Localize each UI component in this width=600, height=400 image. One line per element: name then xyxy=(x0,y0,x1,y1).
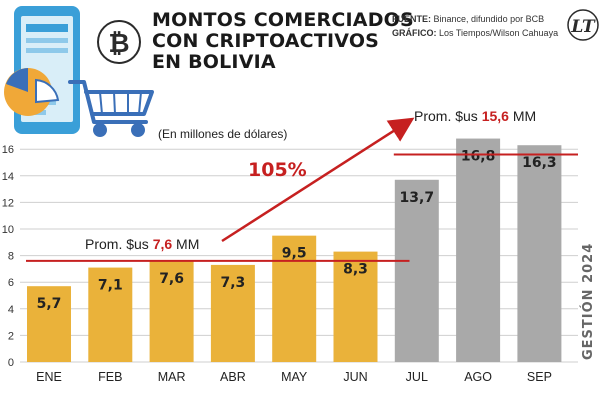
shopping-cart-icon xyxy=(68,80,154,137)
bar-abr xyxy=(210,264,255,362)
graphic-label: GRÁFICO: xyxy=(392,28,437,38)
data-label: 16,3 xyxy=(522,155,557,171)
y-tick-label: 10 xyxy=(2,224,14,236)
bar-jun xyxy=(333,251,378,362)
x-tick-label: AGO xyxy=(464,370,492,384)
bar-sep xyxy=(517,145,562,362)
svg-text:₿: ₿ xyxy=(108,29,129,59)
source-credit: FUENTE: Binance, difundido por BCB GRÁFI… xyxy=(392,12,558,40)
data-label: 13,7 xyxy=(400,190,435,206)
average-label: Prom. $us 7,6 MM xyxy=(85,236,199,252)
title-line-1: MONTOS COMERCIADOS xyxy=(152,9,414,31)
x-tick-label: ENE xyxy=(36,370,62,384)
newspaper-logo: LT xyxy=(567,9,599,41)
y-tick-label: 8 xyxy=(8,251,14,263)
data-label: 7,3 xyxy=(220,275,245,291)
y-tick-label: 12 xyxy=(2,197,14,209)
data-label: 5,7 xyxy=(37,296,62,312)
bar-may xyxy=(272,235,317,362)
x-tick-label: MAY xyxy=(281,370,308,384)
y-tick-label: 0 xyxy=(8,357,14,369)
source-value: Binance, difundido por BCB xyxy=(433,14,545,24)
pie-chart-icon xyxy=(4,68,60,116)
bar-ago xyxy=(456,138,501,362)
average-label: Prom. $us 15,6 MM xyxy=(414,108,536,124)
x-tick-label: FEB xyxy=(98,370,122,384)
data-label: 8,3 xyxy=(343,262,368,278)
y-tick-label: 4 xyxy=(8,304,14,316)
x-tick-label: MAR xyxy=(158,370,186,384)
y-tick-label: 6 xyxy=(8,277,14,289)
bar-jul xyxy=(394,179,439,362)
graphic-value: Los Tiempos/Wilson Cahuaya xyxy=(439,28,559,38)
title-line-3: EN BOLIVIA xyxy=(152,51,276,73)
title-line-2: CON CRIPTOACTIVOS xyxy=(152,30,380,52)
bar-ene xyxy=(27,286,71,362)
y-axis-unit-label: (En millones de dólares) xyxy=(158,127,287,141)
y-tick-label: 2 xyxy=(8,330,14,342)
growth-percentage: 105% xyxy=(248,159,307,181)
y-tick-label: 14 xyxy=(2,171,14,183)
bitcoin-icon: ₿ xyxy=(97,20,141,64)
data-label: 9,5 xyxy=(282,246,307,262)
x-tick-label: ABR xyxy=(220,370,246,384)
x-tick-label: JUL xyxy=(406,370,428,384)
y-tick-label: 16 xyxy=(2,144,14,156)
data-label: 16,8 xyxy=(461,149,496,165)
svg-text:LT: LT xyxy=(570,17,596,37)
data-label: 7,1 xyxy=(98,278,123,294)
data-label: 7,6 xyxy=(159,271,184,287)
side-label: GESTIÓN 2024 xyxy=(580,243,596,360)
x-tick-label: SEP xyxy=(527,370,552,384)
source-label: FUENTE: xyxy=(392,14,431,24)
bar-mar xyxy=(149,260,194,362)
x-tick-label: JUN xyxy=(343,370,367,384)
bar-feb xyxy=(88,267,133,362)
growth-arrow xyxy=(221,117,415,243)
